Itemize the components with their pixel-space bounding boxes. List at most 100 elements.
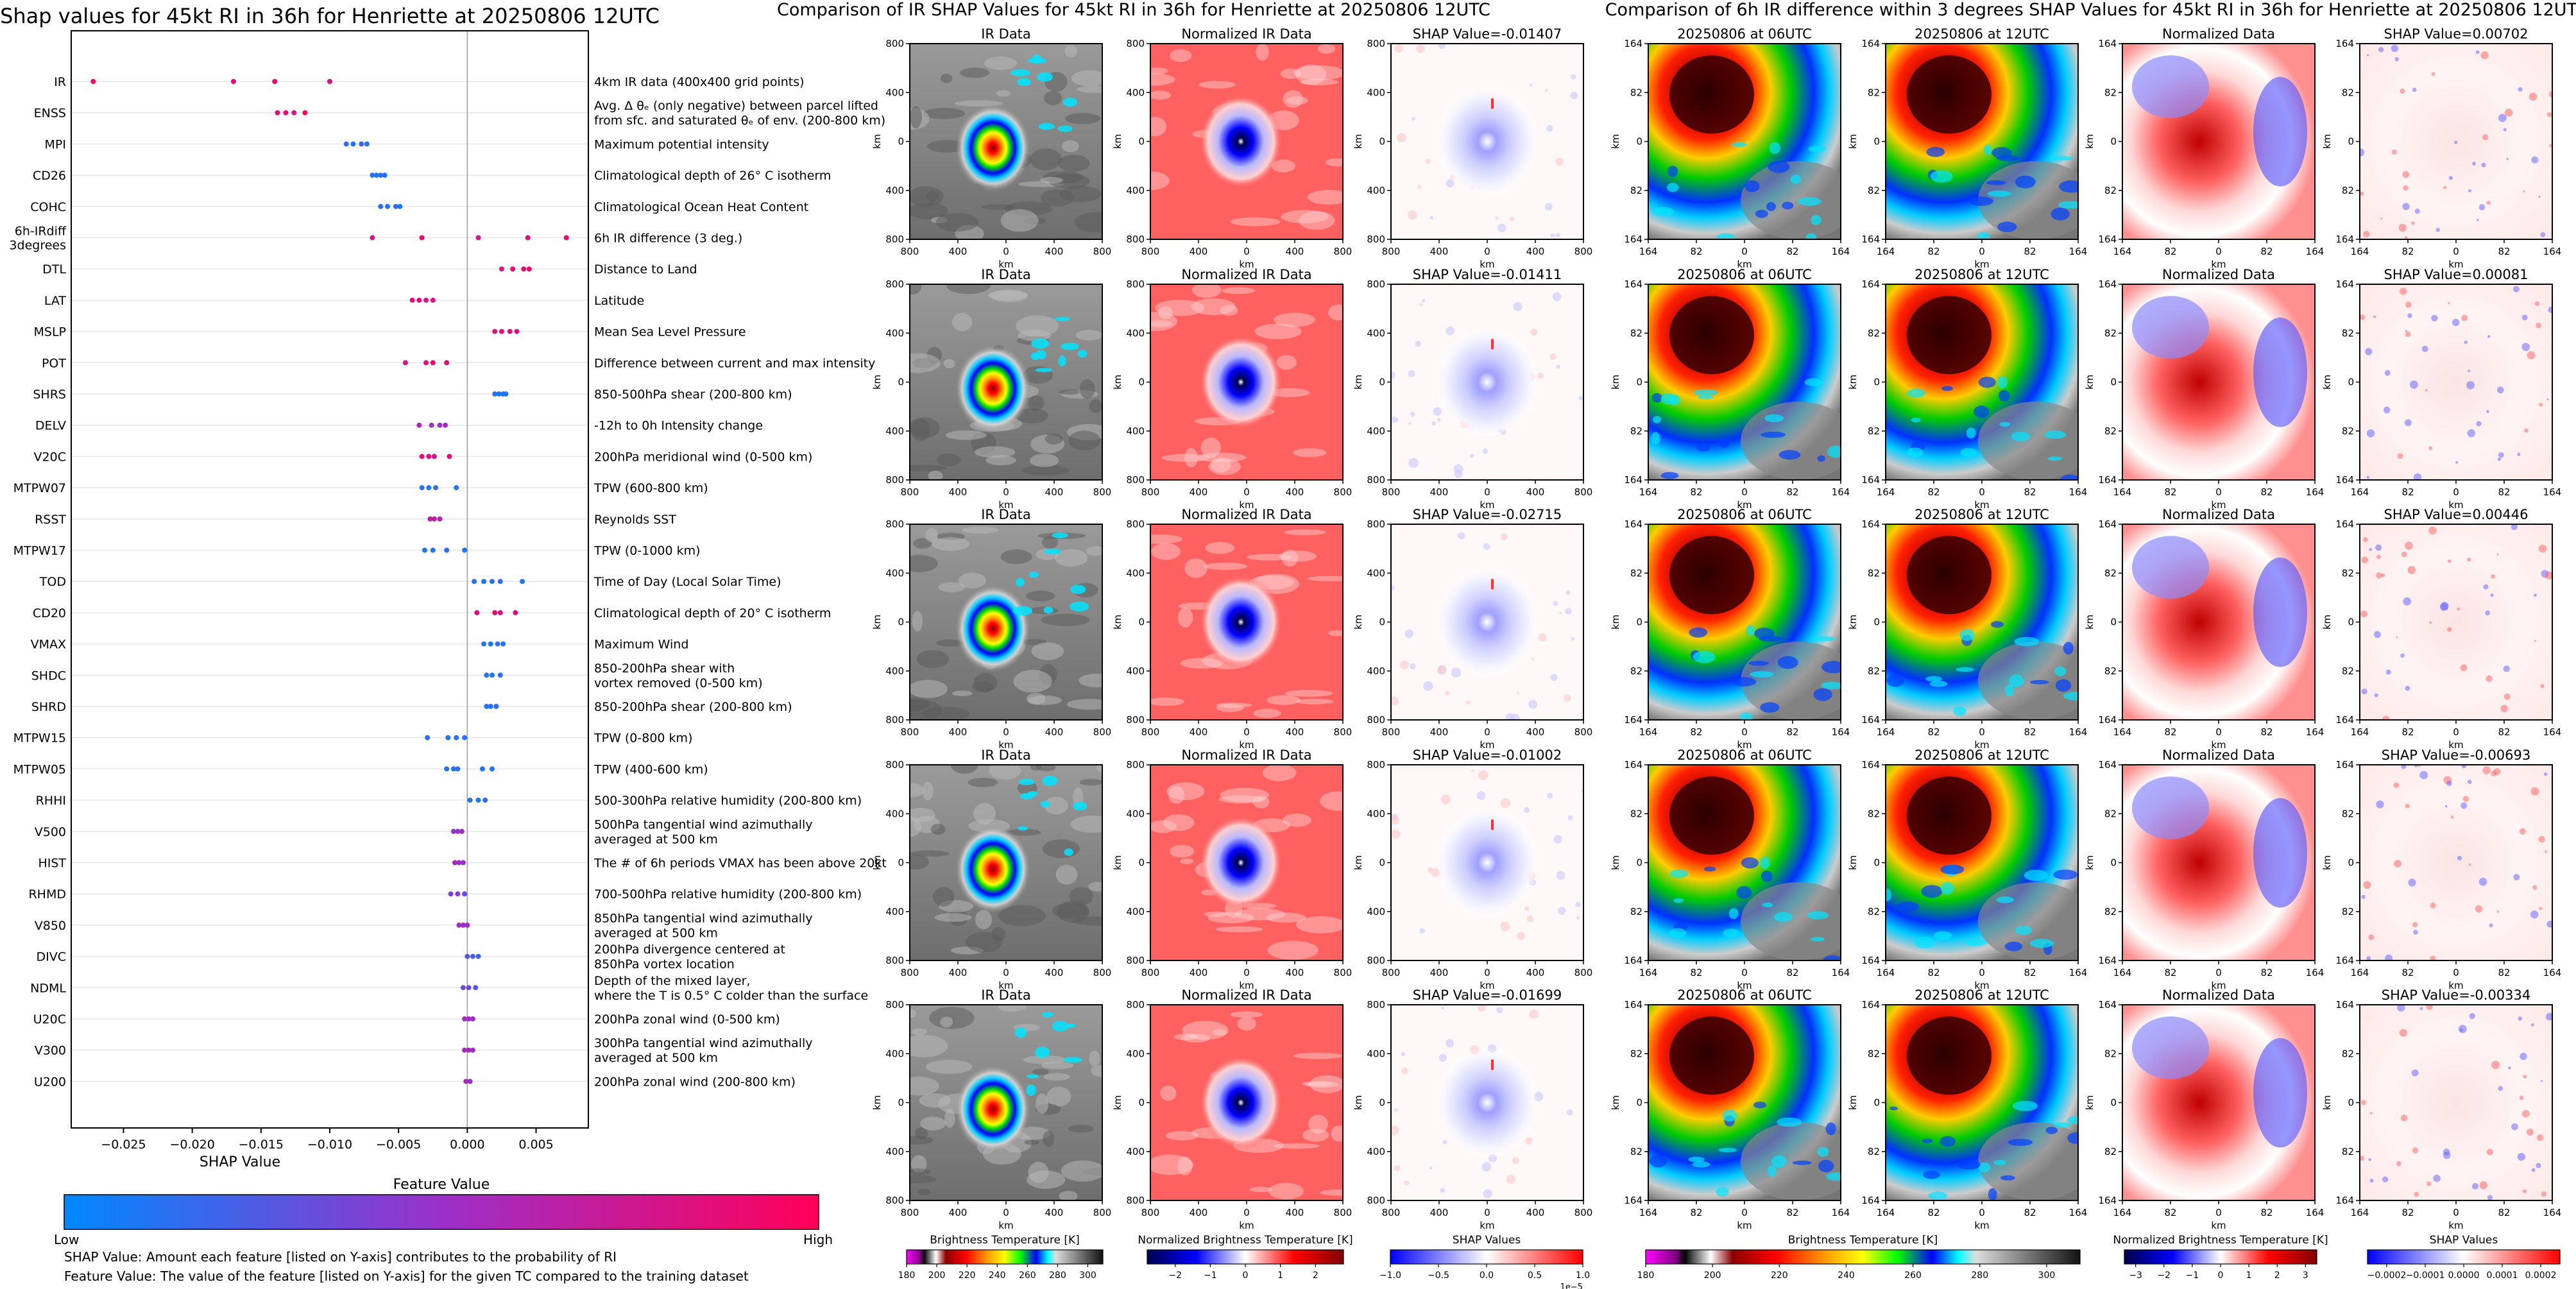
norm-patch bbox=[1307, 576, 1343, 582]
shap-chart-title: Shap values for 45kt RI in 36h for Henri… bbox=[0, 4, 660, 28]
feature-description: 300hPa tangential wind azimuthally bbox=[594, 1036, 813, 1050]
x-tick-label: 0 bbox=[2215, 1207, 2222, 1218]
norm-patch bbox=[1150, 697, 1184, 706]
shap-fleck bbox=[1429, 216, 1434, 219]
diffshap-fleck bbox=[2404, 236, 2408, 239]
colorbar-tick-label: 220 bbox=[1771, 1270, 1788, 1281]
x-tick-label: 164 bbox=[1877, 726, 1895, 738]
diffshap-fleck bbox=[2491, 1061, 2500, 1070]
y-tick-label: 400 bbox=[1126, 185, 1145, 196]
y-tick-label: 164 bbox=[1861, 474, 1880, 486]
colorbar-gradient bbox=[2124, 1249, 2317, 1265]
diffshap-fleck bbox=[2405, 803, 2410, 808]
panel-title: SHAP Value=0.00702 bbox=[2384, 26, 2529, 42]
diffshap-fleck bbox=[2545, 1012, 2552, 1021]
norm-patch bbox=[1191, 298, 1236, 316]
x-tick-label: 164 bbox=[1877, 1207, 1895, 1218]
y-tick-label: 400 bbox=[1126, 87, 1145, 98]
cloud-fleck bbox=[1761, 870, 1773, 882]
x-tick-label: 0 bbox=[2453, 246, 2459, 257]
shap-core bbox=[1426, 315, 1549, 449]
diffnorm-blue-edge bbox=[2253, 76, 2307, 187]
diffshap-field bbox=[2360, 524, 2552, 720]
y-tick-label: 164 bbox=[1624, 38, 1642, 49]
x-tick-label: 82 bbox=[2164, 246, 2176, 257]
feature-description: 500-300hPa relative humidity (200-800 km… bbox=[594, 794, 862, 808]
norm-patch bbox=[1191, 284, 1222, 298]
cloud-fleck bbox=[2054, 666, 2067, 677]
shap-core bbox=[1426, 1036, 1549, 1170]
x-tick-label: 164 bbox=[2543, 967, 2562, 978]
heatmap-panel-norm: Normalized IR Data8008004004000040040080… bbox=[1112, 987, 1352, 1231]
shap-point bbox=[275, 110, 280, 115]
shap-point bbox=[510, 266, 516, 272]
cloud-fleck bbox=[2011, 431, 2030, 441]
x-tick-label: 800 bbox=[1141, 486, 1160, 498]
shap-plot-frame bbox=[71, 30, 589, 1129]
feature-label: CD20 bbox=[33, 606, 66, 620]
shap-hotspot bbox=[1491, 819, 1494, 830]
shap-point bbox=[475, 953, 481, 959]
y-tick-label: 164 bbox=[2098, 518, 2117, 530]
diffshap-fleck bbox=[2382, 715, 2390, 720]
shap-point bbox=[402, 360, 408, 366]
shap-fleck bbox=[1440, 794, 1451, 805]
cloud-fleck bbox=[1768, 160, 1790, 173]
cold-cloud-fleck bbox=[1026, 1074, 1039, 1079]
y-tick-label: 400 bbox=[1367, 665, 1385, 677]
diffshap-fleck bbox=[2496, 910, 2500, 913]
x-axis-label: km bbox=[1480, 499, 1494, 511]
x-tick-label: 164 bbox=[2306, 246, 2324, 257]
heatmap-panel-diffraw: 20250806 at 12UTC1641648282008282164164k… bbox=[1847, 507, 2087, 751]
cloud-patch bbox=[1090, 1065, 1102, 1077]
shap-point bbox=[462, 547, 468, 553]
y-tick-label: 400 bbox=[1367, 906, 1385, 918]
colorbar-multiplier: 1e−5 bbox=[1560, 1283, 1583, 1289]
diffshap-fleck bbox=[2511, 524, 2518, 531]
cloud-fleck bbox=[1987, 190, 2011, 197]
feature-label: LAT bbox=[44, 294, 67, 308]
shap-point bbox=[475, 798, 481, 803]
x-tick-label: 0 bbox=[1741, 1207, 1748, 1218]
y-tick-label: 400 bbox=[885, 185, 904, 196]
norm-patch bbox=[1284, 690, 1333, 697]
cloud-fleck bbox=[1651, 393, 1662, 403]
norm-core bbox=[1189, 1044, 1293, 1161]
diffshap-fleck bbox=[2398, 223, 2407, 232]
diffshap-fleck bbox=[2373, 315, 2376, 319]
cloud-patch bbox=[1077, 85, 1102, 94]
x-axis-label: km bbox=[1480, 980, 1494, 991]
norm-patch bbox=[1286, 96, 1308, 105]
x-tick-label: 164 bbox=[1877, 486, 1895, 498]
x-tick-label: 0 bbox=[1979, 726, 1985, 738]
y-tick-label: 400 bbox=[1367, 87, 1385, 98]
y-tick-label: 0 bbox=[2110, 136, 2117, 148]
x-tick-label: 82 bbox=[2498, 726, 2510, 738]
cloud-patch bbox=[1021, 465, 1070, 476]
y-tick-label: 0 bbox=[2348, 857, 2354, 869]
norm-patch bbox=[1280, 68, 1301, 80]
cloud-fleck bbox=[2047, 456, 2063, 461]
diffshap-fleck bbox=[2477, 219, 2479, 221]
panel-title: IR Data bbox=[981, 507, 1031, 522]
shap-point bbox=[484, 672, 490, 678]
shap-point bbox=[492, 329, 498, 334]
colorbar-tick-label: 260 bbox=[1019, 1270, 1036, 1281]
feature-description: averaged at 500 km bbox=[594, 1051, 718, 1065]
heatmap-panel-shapir: SHAP Value=-0.01407800800400400004004008… bbox=[1352, 26, 1592, 270]
diffshap-fleck bbox=[2366, 956, 2371, 960]
x-tick-label: 400 bbox=[1526, 726, 1545, 738]
cloud-fleck bbox=[1933, 931, 1952, 940]
cloud-fleck bbox=[1966, 427, 1976, 439]
norm-patch bbox=[1267, 695, 1301, 705]
cloud-fleck bbox=[1897, 901, 1920, 912]
y-tick-label: 800 bbox=[1367, 278, 1385, 290]
y-tick-label: 82 bbox=[1630, 1048, 1642, 1059]
norm-patch bbox=[1320, 791, 1343, 811]
cloud-patch bbox=[911, 1028, 928, 1036]
diffshap-fleck bbox=[2540, 232, 2546, 237]
norm-patch bbox=[1281, 210, 1329, 224]
shap-point bbox=[455, 891, 461, 897]
feature-value-colorbar bbox=[64, 1194, 819, 1230]
feature-label: POT bbox=[42, 356, 66, 370]
